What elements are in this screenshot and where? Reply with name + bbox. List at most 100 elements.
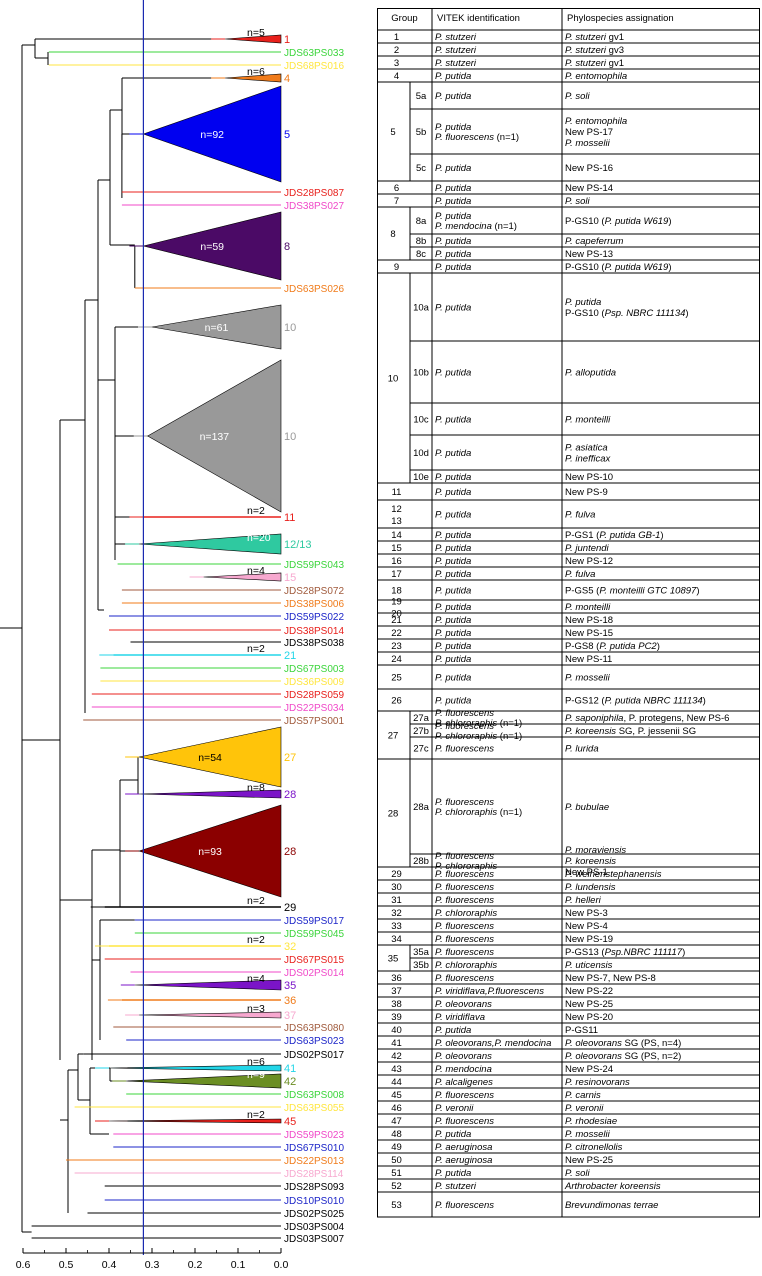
vitek-identification: P. alcaligenes bbox=[435, 1077, 493, 1088]
vitek-identification: P. putida bbox=[435, 487, 471, 498]
group-number: 24 bbox=[391, 654, 402, 665]
clade-group-label: 28 bbox=[284, 789, 296, 801]
vitek-identification: P. putida bbox=[435, 448, 471, 459]
group-number: 51 bbox=[391, 1168, 402, 1179]
vitek-identification: P. putida bbox=[435, 628, 471, 639]
vitek-identification: P. putida bbox=[435, 91, 471, 102]
collapsed-clade-triangle bbox=[143, 211, 282, 281]
vitek-identification: P. fluorescens bbox=[435, 947, 494, 958]
vitek-identification: P. fluorescens bbox=[435, 1090, 494, 1101]
leaf-label: JDS59PS017 bbox=[284, 916, 344, 927]
vitek-identification: P. oleovorans bbox=[435, 999, 492, 1010]
phylospecies-assignation: P-GS11 bbox=[565, 1025, 598, 1036]
subgroup-label: 10e bbox=[413, 472, 429, 483]
clade-group-label: 28 bbox=[284, 846, 296, 858]
group-number: 53 bbox=[391, 1200, 402, 1211]
phylospecies-assignation: New PS-20 bbox=[565, 1012, 613, 1023]
subgroup-label: 8a bbox=[416, 216, 427, 227]
phylospecies-assignation: P-GS8 (P. putida PC2) bbox=[565, 641, 660, 652]
group-number: 8 bbox=[390, 229, 395, 240]
phylospecies-assignation: P. mosselii bbox=[565, 1129, 611, 1140]
subgroup-label: 10c bbox=[413, 415, 429, 426]
clade-count-label: n=3 bbox=[247, 1003, 265, 1015]
group-number: 14 bbox=[391, 530, 402, 541]
clade-count-label: n=2 bbox=[247, 1109, 265, 1121]
group-number: 49 bbox=[391, 1142, 402, 1153]
group-number: 34 bbox=[391, 934, 402, 945]
vitek-identification: P. fluorescens (n=1) bbox=[435, 132, 519, 143]
phylospecies-assignation: P. citronellolis bbox=[565, 1142, 623, 1153]
group-number: 38 bbox=[391, 999, 402, 1010]
clade-count-label: n=2 bbox=[247, 643, 265, 655]
clade-count-label: n=2 bbox=[247, 895, 265, 907]
collapsed-clade-triangle bbox=[108, 1118, 282, 1124]
phylospecies-assignation: P. koreensis SG, P. jessenii SG bbox=[565, 726, 696, 737]
clade-count-label: n=6 bbox=[247, 1056, 265, 1068]
x-axis-tick-label: 0.5 bbox=[59, 1259, 74, 1271]
group-number: 47 bbox=[391, 1116, 402, 1127]
collapsed-clade-triangle bbox=[142, 85, 282, 183]
vitek-identification: P. putida bbox=[435, 1025, 471, 1036]
clade-group-label: 5 bbox=[284, 129, 290, 141]
clade-group-label: 32 bbox=[284, 941, 296, 953]
leaf-label: JDS38PS006 bbox=[284, 599, 344, 610]
phylospecies-assignation: P. veronii bbox=[565, 1103, 604, 1114]
phylospecies-assignation: New PS-9 bbox=[565, 487, 608, 498]
clade-group-label: 27 bbox=[284, 752, 296, 764]
phylospecies-assignation: P-GS5 (P. monteilli GTC 10897) bbox=[565, 586, 699, 597]
leaf-label: JDS03PS004 bbox=[284, 1222, 344, 1233]
vitek-identification: P. putida bbox=[435, 602, 471, 613]
x-axis-tick-label: 0.1 bbox=[231, 1259, 246, 1271]
phylospecies-assignation: Arthrobacter koreensis bbox=[564, 1181, 661, 1192]
x-axis-tick-label: 0.0 bbox=[274, 1259, 289, 1271]
collapsed-clade-triangle bbox=[203, 572, 282, 582]
group-number: 44 bbox=[391, 1077, 402, 1088]
group-number: 42 bbox=[391, 1051, 402, 1062]
phylospecies-assignation: P. lurida bbox=[565, 744, 599, 755]
leaf-label: JDS67PS003 bbox=[284, 664, 344, 675]
vitek-identification: P. mendocina (n=1) bbox=[435, 221, 517, 232]
group-number: 17 bbox=[391, 569, 402, 580]
group-number: 19 bbox=[391, 597, 402, 608]
group-number: 21 bbox=[391, 615, 402, 626]
clade-group-label: 21 bbox=[284, 650, 296, 662]
collapsed-clade-triangle bbox=[225, 73, 282, 83]
group-number: 20 bbox=[391, 609, 402, 620]
leaf-label: JDS59PS043 bbox=[284, 560, 344, 571]
subgroup-label: 5c bbox=[416, 163, 426, 174]
collapsed-clade-triangle bbox=[139, 533, 282, 555]
clade-count-label: n=4 bbox=[247, 973, 265, 985]
vitek-identification: P. viridiflava bbox=[435, 1012, 485, 1023]
phylospecies-assignation: P. stutzeri gv1 bbox=[565, 58, 624, 69]
leaf-label: JDS28PS093 bbox=[284, 1182, 344, 1193]
vitek-identification: P. putida bbox=[435, 1129, 471, 1140]
vitek-identification: P. mendocina bbox=[435, 1064, 492, 1075]
group-number: 32 bbox=[391, 908, 402, 919]
vitek-identification: P. putida bbox=[435, 510, 471, 521]
vitek-identification: P. putida bbox=[435, 696, 471, 707]
vitek-identification: P. fluorescens bbox=[435, 1200, 494, 1211]
phylospecies-assignation: New PS-16 bbox=[565, 163, 613, 174]
leaf-label: JDS22PS013 bbox=[284, 1156, 344, 1167]
header-phylospecies: Phylospecies assignation bbox=[567, 13, 674, 24]
vitek-identification: P. aeruginosa bbox=[435, 1155, 492, 1166]
leaf-label: JDS02PS025 bbox=[284, 1209, 344, 1220]
phylospecies-assignation: New PS-1 bbox=[565, 867, 608, 878]
group-number: 10 bbox=[388, 374, 399, 385]
clade-count-label: n=2 bbox=[247, 934, 265, 946]
group-number: 13 bbox=[391, 516, 402, 527]
leaf-label: JDS10PS010 bbox=[284, 1196, 344, 1207]
clade-count-label: n=61 bbox=[205, 322, 229, 334]
group-number: 18 bbox=[391, 586, 402, 597]
phylospecies-assignation: P-GS10 (Psp. NBRC 111134) bbox=[565, 308, 689, 319]
leaf-label: JDS28PS059 bbox=[284, 690, 344, 701]
vitek-identification: P. fluorescens bbox=[435, 797, 494, 808]
phylospecies-assignation: P-GS10 (P. putida W619) bbox=[565, 216, 672, 227]
phylospecies-assignation: P-GS10 (P. putida W619) bbox=[565, 262, 672, 273]
group-number: 3 bbox=[394, 58, 399, 69]
group-number: 12 bbox=[391, 504, 402, 515]
phylospecies-assignation: P. asiatica bbox=[565, 443, 608, 454]
collapsed-clade-triangle bbox=[138, 804, 282, 898]
clade-group-label: 35 bbox=[284, 980, 296, 992]
vitek-identification: P. chlororaphis bbox=[435, 861, 497, 872]
